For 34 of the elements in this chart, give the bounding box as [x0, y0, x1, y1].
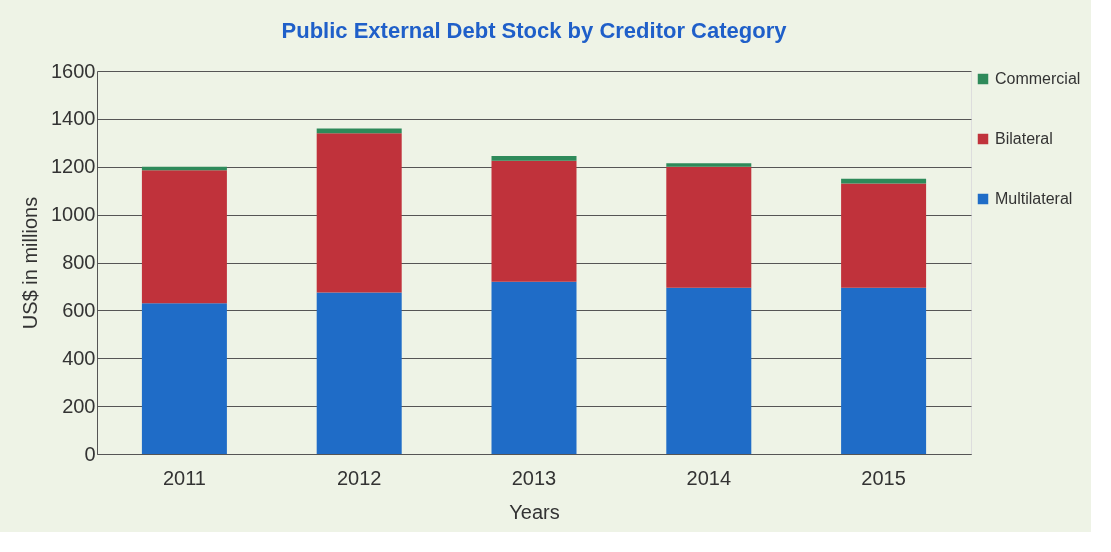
bar — [491, 281, 577, 454]
y-tick-label: 400 — [62, 346, 96, 369]
legend-label: Bilateral — [995, 130, 1053, 147]
x-tick-label: 2015 — [861, 466, 906, 489]
x-tick-label: 2013 — [511, 466, 557, 489]
bar — [491, 155, 577, 161]
bar — [841, 178, 927, 184]
bar — [141, 303, 227, 454]
x-tick-label: 2011 — [162, 466, 206, 489]
bar — [841, 287, 927, 454]
bar — [141, 170, 227, 304]
y-tick-label: 1400 — [51, 107, 96, 130]
bar — [491, 160, 577, 282]
y-tick-label: 800 — [62, 251, 96, 273]
bar — [316, 292, 402, 454]
y-tick-label: 1000 — [51, 203, 96, 226]
bar — [316, 133, 402, 293]
legend-label: Multilateral — [995, 190, 1073, 207]
y-axis-title: US$ in millions — [19, 196, 42, 330]
bar — [841, 183, 927, 288]
bar — [666, 166, 752, 288]
y-tick-label: 1600 — [51, 59, 96, 82]
bar — [666, 287, 752, 454]
chart-title: Public External Debt Stock by Creditor Category — [281, 18, 788, 43]
x-tick-label: 2014 — [686, 466, 732, 489]
legend-label: Commercial — [995, 70, 1081, 87]
bar — [666, 163, 752, 167]
y-tick-label: 0 — [84, 442, 96, 465]
x-axis-title: Years — [509, 500, 560, 523]
y-tick-label: 200 — [62, 394, 96, 417]
y-tick-label: 1200 — [51, 155, 96, 178]
bar — [316, 128, 402, 134]
y-tick-label: 600 — [62, 298, 96, 321]
x-tick-label: 2012 — [336, 466, 382, 489]
